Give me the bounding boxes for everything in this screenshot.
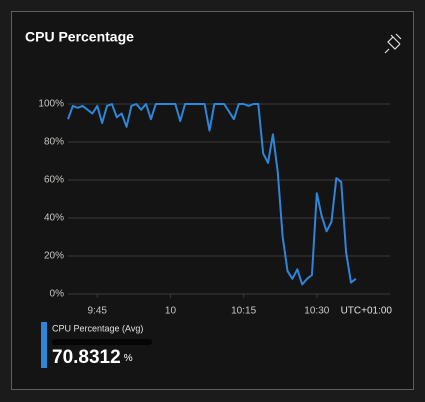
legend-swatch xyxy=(41,322,47,368)
data-line xyxy=(67,103,357,286)
summary-unit: % xyxy=(124,353,133,364)
y-tick-label: 60% xyxy=(44,175,64,186)
summary-number: 70.8312 xyxy=(52,347,121,368)
summary-value: 70.8312% xyxy=(52,347,133,368)
chart-title: CPU Percentage xyxy=(25,29,134,45)
y-tick-label: 20% xyxy=(44,251,64,262)
x-tick-label: 10:15 xyxy=(231,306,256,317)
legend-label: CPU Percentage (Avg) xyxy=(52,323,143,333)
pin-icon[interactable] xyxy=(384,33,402,54)
x-tick-label: 10:30 xyxy=(304,306,329,317)
y-tick-label: 40% xyxy=(44,213,64,224)
panel xyxy=(11,11,414,390)
y-tick-label: 80% xyxy=(44,137,64,148)
x-tick-label: 9:45 xyxy=(88,306,108,317)
x-tick-label: 10 xyxy=(165,306,177,317)
redaction xyxy=(52,339,152,345)
y-tick-label: 100% xyxy=(38,99,64,110)
timezone-label: UTC+01:00 xyxy=(341,306,393,317)
y-tick-label: 0% xyxy=(50,289,65,300)
